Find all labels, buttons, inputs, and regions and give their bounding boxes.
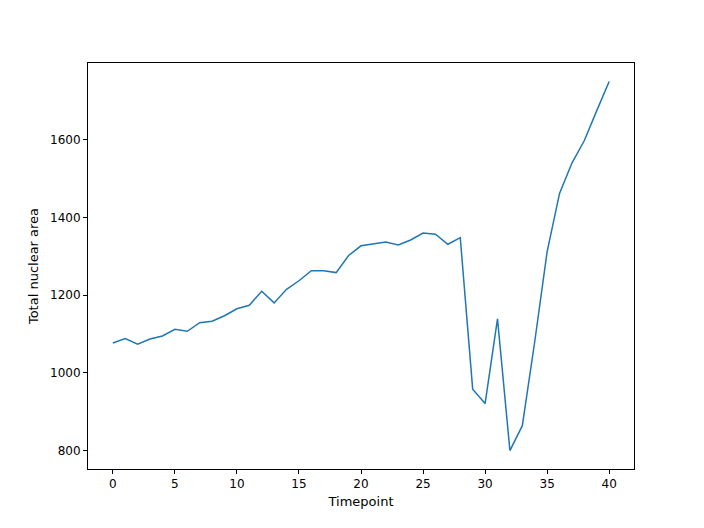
svg-text:Total nuclear area: Total nuclear area <box>26 208 41 325</box>
svg-text:5: 5 <box>171 477 179 491</box>
svg-text:15: 15 <box>291 477 306 491</box>
svg-text:25: 25 <box>415 477 430 491</box>
svg-text:1200: 1200 <box>50 288 81 302</box>
svg-text:0: 0 <box>109 477 117 491</box>
svg-text:1000: 1000 <box>50 366 81 380</box>
svg-text:Timepoint: Timepoint <box>328 494 394 509</box>
svg-text:10: 10 <box>229 477 244 491</box>
svg-text:800: 800 <box>58 444 81 458</box>
svg-text:30: 30 <box>477 477 492 491</box>
svg-text:35: 35 <box>539 477 554 491</box>
svg-text:20: 20 <box>353 477 368 491</box>
svg-text:40: 40 <box>602 477 617 491</box>
svg-text:1600: 1600 <box>50 133 81 147</box>
svg-text:1400: 1400 <box>50 211 81 225</box>
